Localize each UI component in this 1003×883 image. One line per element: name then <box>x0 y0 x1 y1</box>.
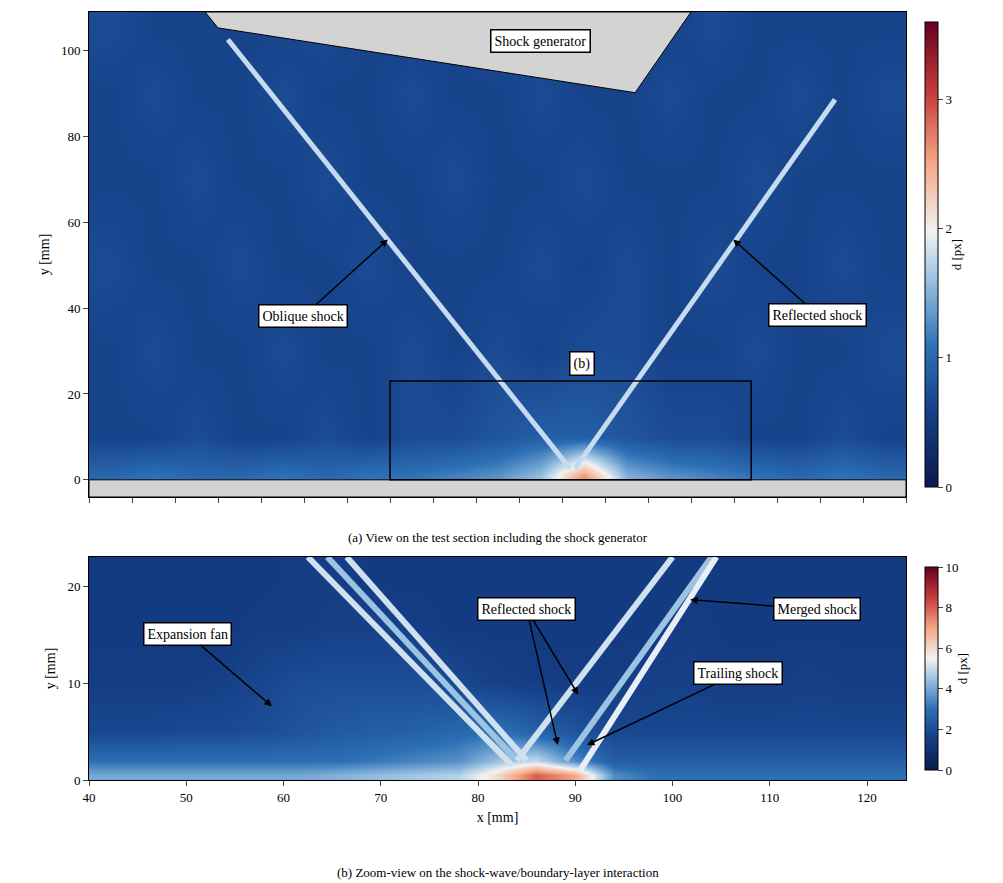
svg-text:6: 6 <box>946 641 953 656</box>
svg-text:0: 0 <box>74 773 81 788</box>
svg-text:20: 20 <box>67 579 80 594</box>
svg-text:0: 0 <box>74 472 81 487</box>
svg-text:(a) View on the test section i: (a) View on the test section including t… <box>348 530 648 545</box>
svg-text:2: 2 <box>946 221 953 236</box>
svg-text:110: 110 <box>760 790 779 805</box>
svg-text:60: 60 <box>277 790 290 805</box>
svg-text:100: 100 <box>663 790 683 805</box>
svg-text:40: 40 <box>67 301 80 316</box>
svg-text:2: 2 <box>946 722 953 737</box>
svg-text:60: 60 <box>67 215 80 230</box>
svg-text:0: 0 <box>946 763 953 778</box>
svg-text:(b): (b) <box>574 356 591 372</box>
svg-text:Shock generator: Shock generator <box>495 34 587 49</box>
svg-text:1: 1 <box>946 350 953 365</box>
svg-text:20: 20 <box>67 387 80 402</box>
svg-text:80: 80 <box>67 129 80 144</box>
svg-text:d [px]: d [px] <box>949 239 964 270</box>
svg-text:(b) Zoom-view on the shock-wav: (b) Zoom-view on the shock-wave/boundary… <box>337 865 659 880</box>
svg-text:Trailing shock: Trailing shock <box>698 666 779 681</box>
svg-text:4: 4 <box>946 681 953 696</box>
svg-text:Oblique shock: Oblique shock <box>263 309 344 324</box>
svg-text:y [mm]: y [mm] <box>43 648 58 690</box>
svg-text:10: 10 <box>67 676 80 691</box>
svg-text:70: 70 <box>374 790 387 805</box>
svg-text:0: 0 <box>946 480 953 495</box>
svg-text:3: 3 <box>946 92 953 107</box>
svg-text:y [mm]: y [mm] <box>37 234 52 276</box>
svg-text:50: 50 <box>180 790 193 805</box>
svg-text:x [mm]: x [mm] <box>477 810 519 825</box>
svg-text:8: 8 <box>946 600 953 615</box>
svg-text:d [px]: d [px] <box>955 653 970 684</box>
svg-text:Reflected shock: Reflected shock <box>482 602 572 617</box>
svg-text:Reflected shock: Reflected shock <box>773 308 863 323</box>
svg-text:Merged shock: Merged shock <box>778 602 857 617</box>
svg-text:Expansion fan: Expansion fan <box>148 627 228 642</box>
svg-text:90: 90 <box>569 790 582 805</box>
svg-text:120: 120 <box>857 790 877 805</box>
svg-text:10: 10 <box>946 560 959 575</box>
svg-text:80: 80 <box>472 790 485 805</box>
svg-text:100: 100 <box>61 43 81 58</box>
svg-text:40: 40 <box>83 790 96 805</box>
